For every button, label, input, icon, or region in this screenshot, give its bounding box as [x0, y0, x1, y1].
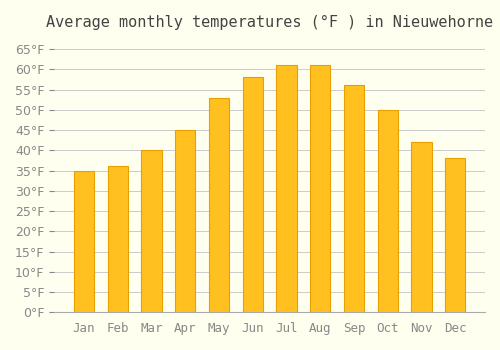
Bar — [344, 85, 364, 312]
Bar — [175, 130, 196, 312]
Bar — [412, 142, 432, 312]
Bar — [242, 77, 263, 312]
Bar — [74, 170, 94, 312]
Bar — [310, 65, 330, 312]
Bar — [445, 158, 466, 312]
Bar — [209, 98, 229, 312]
Bar — [378, 110, 398, 312]
Bar — [108, 167, 128, 312]
Bar — [142, 150, 162, 312]
Title: Average monthly temperatures (°F ) in Nieuwehorne: Average monthly temperatures (°F ) in Ni… — [46, 15, 493, 30]
Bar — [276, 65, 296, 312]
